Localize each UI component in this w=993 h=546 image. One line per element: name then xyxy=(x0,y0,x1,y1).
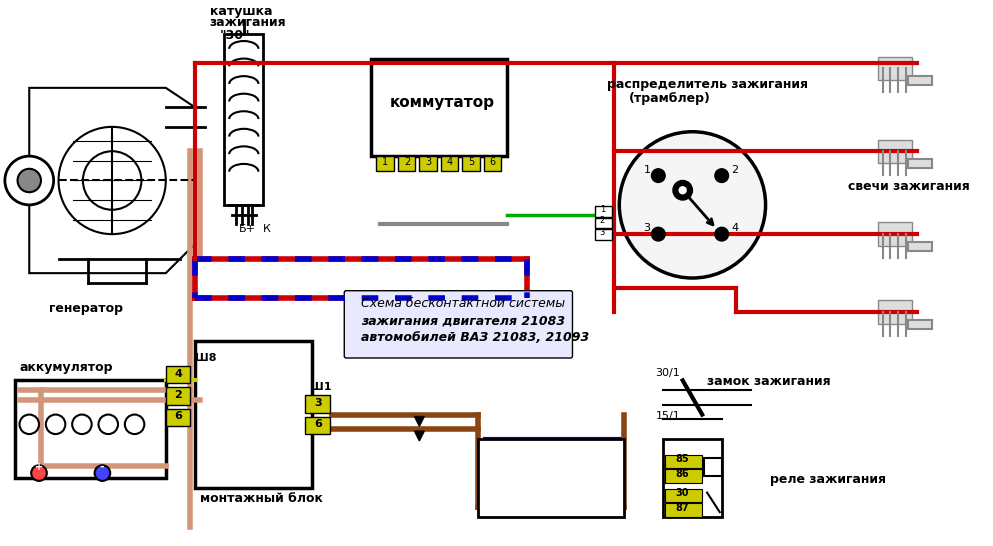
Text: 4: 4 xyxy=(732,223,739,233)
Bar xyxy=(398,156,415,171)
Text: автомобилей ВАЗ 21083, 21093: автомобилей ВАЗ 21083, 21093 xyxy=(360,331,589,345)
Bar xyxy=(166,409,191,426)
Circle shape xyxy=(715,227,729,241)
Text: 2: 2 xyxy=(600,216,605,225)
Circle shape xyxy=(651,227,665,241)
Bar xyxy=(595,206,613,217)
Text: катушка: катушка xyxy=(210,5,272,17)
Bar xyxy=(665,503,702,517)
Text: 3: 3 xyxy=(643,223,650,233)
Bar xyxy=(665,469,702,483)
Text: распределитель зажигания: распределитель зажигания xyxy=(607,78,807,91)
Bar xyxy=(878,300,912,324)
Text: 3: 3 xyxy=(314,398,322,408)
Bar xyxy=(484,156,501,171)
Bar xyxy=(665,455,702,468)
Circle shape xyxy=(678,186,687,195)
Text: зажигания двигателя 21083: зажигания двигателя 21083 xyxy=(360,315,565,328)
Bar xyxy=(463,156,480,171)
Text: 1: 1 xyxy=(382,157,388,167)
Circle shape xyxy=(18,169,41,192)
Text: 4: 4 xyxy=(175,369,183,378)
Bar xyxy=(376,156,394,171)
Text: (трамблер): (трамблер) xyxy=(629,92,711,105)
Bar xyxy=(305,417,330,434)
Circle shape xyxy=(673,181,692,200)
Bar xyxy=(441,156,459,171)
Text: 3: 3 xyxy=(425,157,431,167)
Bar xyxy=(595,217,613,228)
Text: Схема бесконтактной системы: Схема бесконтактной системы xyxy=(360,297,565,310)
Circle shape xyxy=(715,169,729,182)
Text: 6: 6 xyxy=(490,157,496,167)
Bar xyxy=(878,140,912,163)
Text: 2: 2 xyxy=(404,157,410,167)
Circle shape xyxy=(5,156,54,205)
Text: зажигания: зажигания xyxy=(210,16,286,29)
Bar xyxy=(878,222,912,246)
Text: генератор: генератор xyxy=(49,302,123,315)
Text: Ш1: Ш1 xyxy=(310,382,332,392)
Bar xyxy=(665,489,702,502)
Bar xyxy=(166,366,191,383)
Bar xyxy=(15,381,166,478)
Bar xyxy=(370,58,507,156)
Text: Ш8: Ш8 xyxy=(195,353,216,363)
Text: 30: 30 xyxy=(675,489,688,498)
Bar xyxy=(166,387,191,405)
FancyBboxPatch shape xyxy=(345,290,573,358)
Text: Б+: Б+ xyxy=(239,224,256,234)
Text: 1: 1 xyxy=(600,205,605,213)
Text: 5: 5 xyxy=(468,157,475,167)
Bar xyxy=(595,229,613,240)
Text: К: К xyxy=(263,224,271,234)
Text: коммутатор: коммутатор xyxy=(390,96,496,110)
Text: монтажный блок: монтажный блок xyxy=(200,492,323,506)
Circle shape xyxy=(620,132,766,278)
Text: 3: 3 xyxy=(600,228,605,237)
Text: замок зажигания: замок зажигания xyxy=(707,375,831,388)
Text: свечи зажигания: свечи зажигания xyxy=(848,180,970,193)
Text: 86: 86 xyxy=(675,469,688,479)
Circle shape xyxy=(651,169,665,182)
Text: 15/1: 15/1 xyxy=(655,412,680,422)
Bar xyxy=(224,34,263,205)
Bar xyxy=(478,439,625,517)
Bar xyxy=(663,439,722,517)
Text: 1: 1 xyxy=(643,165,650,175)
Circle shape xyxy=(31,465,47,481)
Text: -: - xyxy=(99,462,104,472)
Text: 30/1: 30/1 xyxy=(655,367,680,377)
Text: 6: 6 xyxy=(175,412,183,422)
Text: +: + xyxy=(35,462,44,472)
Text: реле зажигания: реле зажигания xyxy=(771,473,887,486)
Text: аккумулятор: аккумулятор xyxy=(20,361,113,373)
Text: 2: 2 xyxy=(175,390,183,400)
Text: 2: 2 xyxy=(732,165,739,175)
Polygon shape xyxy=(414,431,424,441)
Bar xyxy=(419,156,437,171)
Text: "30": "30" xyxy=(219,29,250,42)
Bar xyxy=(878,57,912,80)
Bar xyxy=(704,459,722,476)
Bar xyxy=(305,395,330,413)
Polygon shape xyxy=(29,88,195,273)
Text: 6: 6 xyxy=(314,419,322,429)
Text: 85: 85 xyxy=(675,454,688,464)
Bar xyxy=(195,341,312,488)
Polygon shape xyxy=(414,417,424,426)
Circle shape xyxy=(94,465,110,481)
Text: 4: 4 xyxy=(447,157,453,167)
Text: 87: 87 xyxy=(675,503,688,513)
